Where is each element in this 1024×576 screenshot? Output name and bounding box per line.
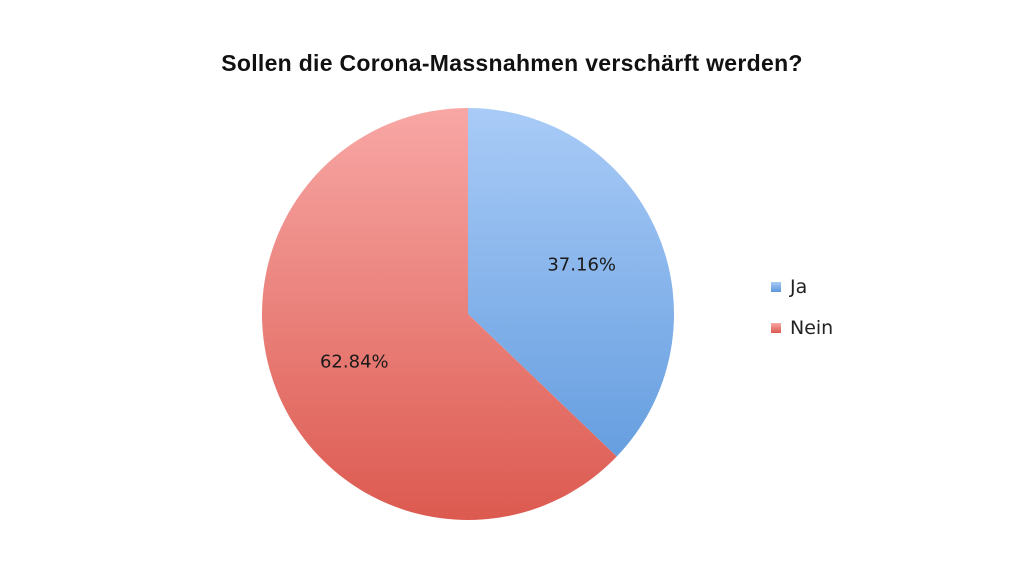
- legend-swatch-ja: [771, 282, 781, 292]
- legend-label-nein: Nein: [790, 317, 834, 339]
- data-label-ja: 37.16%: [547, 254, 616, 275]
- pie-data-labels: 37.16% 62.84%: [320, 254, 616, 372]
- legend-label-ja: Ja: [790, 276, 808, 298]
- pie-slices: [262, 108, 674, 520]
- legend-swatch-nein: [771, 323, 781, 333]
- legend: Ja Nein: [771, 274, 833, 356]
- legend-item-ja: Ja: [771, 274, 833, 300]
- pie-slice-nein: [262, 108, 617, 520]
- pie-slice-ja: [468, 108, 674, 457]
- legend-item-nein: Nein: [771, 315, 833, 341]
- chart-title: Sollen die Corona-Massnahmen verschärft …: [221, 50, 803, 76]
- data-label-nein: 62.84%: [320, 352, 389, 373]
